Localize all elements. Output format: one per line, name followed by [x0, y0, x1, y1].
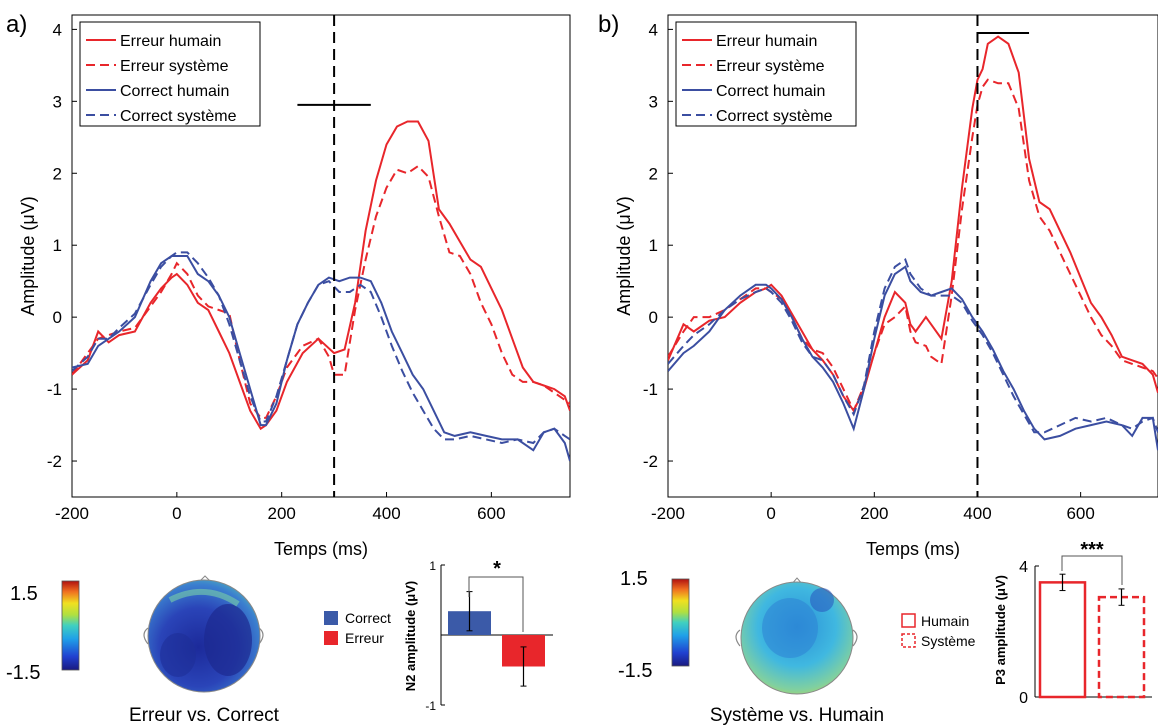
head-b: [735, 577, 858, 695]
y-tick-label: -2: [643, 452, 658, 471]
colorbar-b-max: 1.5: [620, 568, 648, 590]
series-line: [668, 265, 1158, 451]
x-tick-label: 200: [860, 504, 888, 523]
colorbar-b: [671, 578, 690, 667]
bar-a-legend-label: Correct: [345, 610, 391, 626]
x-tick-label: 400: [963, 504, 991, 523]
colorbar-a-max: 1.5: [10, 583, 38, 605]
series-line: [72, 164, 570, 419]
topomap-b: 1.5 -1.5 Système vs. Humain: [618, 568, 884, 726]
bar-b-significance: ***: [1080, 539, 1104, 561]
bar-a-ylabel: N2 amplitude (μV): [403, 581, 418, 692]
series-line: [72, 255, 570, 462]
legend-label: Correct système: [120, 108, 237, 125]
bar-b-ylabel: P3 amplitude (μV): [993, 575, 1008, 685]
x-tick-label: 0: [766, 504, 775, 523]
legend-label: Correct système: [716, 108, 833, 125]
x-tick-label: 0: [172, 504, 181, 523]
bar-b-bar: [1097, 595, 1146, 699]
bar-chart-a: 1 -1 * N2 amplitude (μV) Correct Erreur: [324, 558, 553, 713]
chart-a-xlabel: Temps (ms): [274, 539, 368, 559]
y-tick-label: 2: [649, 164, 658, 183]
colorbar-a-min: -1.5: [6, 662, 40, 684]
bar-a-ytick-label: 1: [429, 559, 436, 573]
legend-label: Erreur humain: [120, 33, 221, 50]
x-tick-label: 400: [372, 504, 400, 523]
chart-a-ylabel: Amplitude (μV): [18, 196, 38, 315]
colorbar-b-min: -1.5: [618, 660, 652, 682]
chart-a-lines: [72, 120, 570, 462]
series-line: [72, 120, 570, 431]
y-tick-label: -2: [47, 452, 62, 471]
y-tick-label: 0: [649, 308, 658, 327]
y-tick-label: 0: [53, 308, 62, 327]
y-tick-label: -1: [643, 380, 658, 399]
panel-b-label: b): [598, 11, 619, 38]
series-line: [668, 78, 1158, 414]
x-tick-label: 200: [267, 504, 295, 523]
y-tick-label: 3: [649, 92, 658, 111]
x-tick-label: -200: [55, 504, 89, 523]
panel-a-label: a): [6, 11, 27, 38]
y-tick-label: 3: [53, 92, 62, 111]
bar-b-ytick-label: 0: [1019, 690, 1028, 707]
head-a: [143, 575, 264, 693]
chart-a-frame: [71, 14, 571, 498]
bar-b-legend-label: Humain: [921, 613, 969, 629]
bar-a-ytick-label: -1: [425, 699, 436, 713]
bar-a-significance: *: [493, 558, 501, 580]
x-tick-label: 600: [1066, 504, 1094, 523]
topomap-a: 1.5 -1.5 Erreur vs. Correct: [6, 575, 280, 726]
bar-chart-b: 4 0 *** P3 amplitude (μV) Humain Système: [901, 539, 1152, 707]
chart-b-frame: [667, 14, 1158, 498]
chart-b-legend: Erreur humain Erreur système Correct humai…: [675, 21, 857, 127]
chart-a-legend: Erreur humain Erreur système Correct humai…: [79, 21, 261, 127]
bar-a-legend-swatch: [324, 631, 338, 645]
legend-label: Correct humain: [716, 83, 825, 100]
y-tick-label: 4: [53, 20, 62, 39]
topo-b-caption: Système vs. Humain: [710, 705, 884, 726]
legend-label: Correct humain: [120, 83, 229, 100]
x-tick-label: 600: [477, 504, 505, 523]
bar-b-legend-label: Système: [921, 633, 976, 649]
bar-b-legend-swatch: [901, 613, 916, 628]
colorbar-a: [61, 580, 80, 671]
legend-label: Erreur humain: [716, 33, 817, 50]
series-line: [668, 258, 1158, 434]
bar-b-legend-swatch: [901, 633, 916, 648]
chart-b-lines: [668, 35, 1158, 451]
topo-a-caption: Erreur vs. Correct: [129, 705, 280, 726]
series-line: [668, 35, 1158, 413]
chart-b: -200 0 200 400 600 -2 -1 0 1 2 3 4 Temps (ms) Ampli…: [614, 14, 1158, 559]
chart-b-ylabel: Amplitude (μV): [614, 196, 634, 315]
x-tick-label: -200: [651, 504, 685, 523]
legend-label: Erreur système: [716, 58, 825, 75]
series-line: [72, 251, 570, 445]
legend-label: Erreur système: [120, 58, 229, 75]
chart-b-ticks: -200 0 200 400 600 -2 -1 0 1 2 3 4: [643, 20, 1095, 523]
bar-a-legend-swatch: [324, 611, 338, 625]
bar-b-ytick-label: 4: [1019, 559, 1028, 576]
chart-a: -200 0 200 400 600 -2 -1 0 1 2 3 4 Temps (ms) Ampli…: [18, 14, 571, 559]
bar-b-bar: [1038, 581, 1087, 699]
bar-a-legend-label: Erreur: [345, 630, 384, 646]
chart-a-ticks: -200 0 200 400 600 -2 -1 0 1 2 3 4: [47, 20, 506, 523]
y-tick-label: -1: [47, 380, 62, 399]
y-tick-label: 2: [53, 164, 62, 183]
y-tick-label: 1: [649, 236, 658, 255]
chart-b-xlabel: Temps (ms): [866, 539, 960, 559]
y-tick-label: 1: [53, 236, 62, 255]
bar-b-sig-bracket: [1061, 555, 1123, 585]
bar-a-sig-bracket: [468, 576, 524, 632]
y-tick-label: 4: [649, 20, 658, 39]
